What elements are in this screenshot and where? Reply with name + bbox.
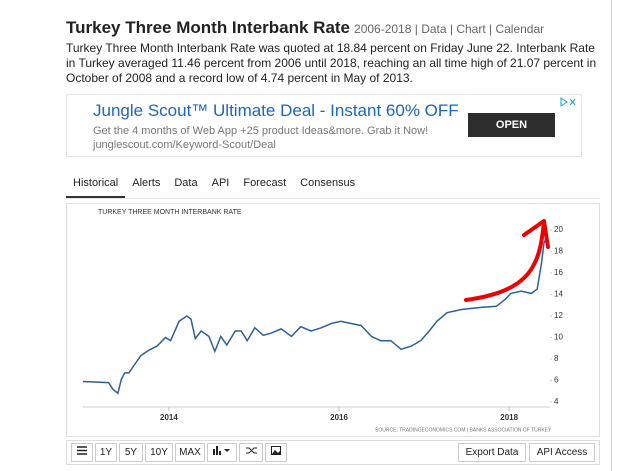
tab[interactable]: Alerts xyxy=(132,177,161,189)
shuffle-icon xyxy=(245,447,257,454)
y-tick-label: 18 xyxy=(554,247,563,256)
ad-headline[interactable]: Jungle Scout™ Ultimate Deal - Instant 60… xyxy=(93,101,459,120)
tab[interactable]: Data xyxy=(174,177,198,189)
chart-title: TURKEY THREE MONTH INTERBANK RATE xyxy=(98,209,242,216)
ad[interactable]: Jungle Scout™ Ultimate Deal - Instant 60… xyxy=(66,94,582,157)
ad-choices[interactable] xyxy=(559,97,577,107)
range-button[interactable]: MAX xyxy=(175,443,205,462)
y-tick-label: 10 xyxy=(554,333,563,342)
image-button[interactable] xyxy=(265,443,287,462)
chart-box: TURKEY THREE MONTH INTERBANK RATE SOURCE… xyxy=(66,203,600,437)
range-button[interactable]: 10Y xyxy=(145,443,173,462)
tab[interactable]: Consensus xyxy=(300,177,356,189)
image-icon xyxy=(271,446,281,455)
y-tick-label: 16 xyxy=(554,268,563,277)
x-tick-label: 2014 xyxy=(160,413,178,422)
toolbar: 1Y 5Y 10Y MAX Export Data API Access xyxy=(66,440,600,465)
bars-icon xyxy=(213,446,230,455)
data-line xyxy=(82,237,548,395)
api-button[interactable]: API Access xyxy=(529,443,595,462)
y-tick-label: 20 xyxy=(554,225,563,234)
x-tick-label: 2016 xyxy=(330,413,348,422)
ad-text: Get the 4 months of Web App +25 product … xyxy=(93,125,429,137)
ad-url[interactable]: junglescout.com/Keyword-Scout/Deal xyxy=(93,139,276,151)
title-text: Turkey Three Month Interbank Rate xyxy=(66,18,351,37)
x-tick-label: 2018 xyxy=(500,413,518,422)
y-tick-label: 4 xyxy=(554,397,559,406)
chart-type-button[interactable] xyxy=(207,443,237,462)
chart-source: SOURCE: TRADINGECONOMICS.COM | BANKS ASS… xyxy=(375,427,552,433)
tab[interactable]: Forecast xyxy=(243,177,287,189)
range-button[interactable]: 1Y xyxy=(95,443,117,462)
range-button[interactable]: 5Y xyxy=(119,443,143,462)
compare-button[interactable] xyxy=(239,443,263,462)
y-tick-label: 14 xyxy=(554,290,563,299)
ad-button[interactable]: OPEN xyxy=(468,113,555,137)
export-button[interactable]: Export Data xyxy=(458,443,526,462)
y-tick-label: 12 xyxy=(554,311,563,320)
chart: TURKEY THREE MONTH INTERBANK RATE SOURCE… xyxy=(82,209,563,433)
y-tick-label: 6 xyxy=(554,376,559,385)
tab[interactable]: API xyxy=(211,177,230,189)
page-title: Turkey Three Month Interbank Rate 2006-20… xyxy=(66,18,544,38)
description: Turkey Three Month Interbank Rate was qu… xyxy=(66,41,597,85)
y-tick-label: 8 xyxy=(554,354,559,363)
page-border xyxy=(611,0,612,471)
menu-icon xyxy=(77,446,87,455)
title-links[interactable]: 2006-2018 | Data | Chart | Calendar xyxy=(354,22,545,36)
menu-button[interactable] xyxy=(71,443,93,462)
tab[interactable]: Historical xyxy=(66,172,126,198)
tabs: Historical Alerts Data API Forecast Consensus xyxy=(66,172,600,199)
